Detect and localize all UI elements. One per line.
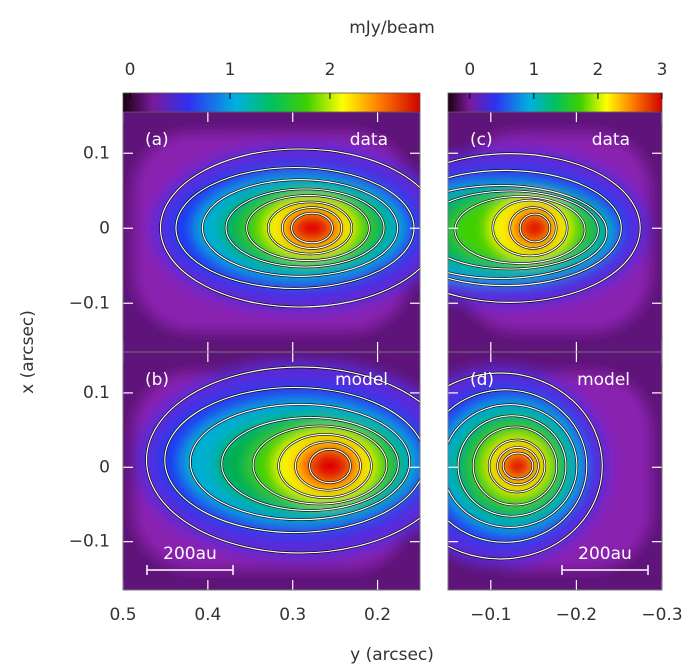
intensity-level <box>519 213 551 243</box>
contour <box>448 153 641 303</box>
contour <box>290 212 334 244</box>
map-panel <box>123 112 420 352</box>
contour <box>225 188 385 268</box>
colorbar <box>447 92 663 113</box>
contour <box>189 403 411 521</box>
contour <box>221 416 399 512</box>
map-panel <box>448 352 662 590</box>
contour <box>448 190 599 270</box>
x-tick-label: −0.3 <box>641 605 682 625</box>
contour <box>145 366 420 554</box>
y-tick-label: 0.1 <box>83 143 110 163</box>
contour <box>448 184 608 280</box>
contour <box>488 439 546 493</box>
colorbar-tick-label: 2 <box>593 60 604 80</box>
x-tick-label: 0.5 <box>109 605 136 625</box>
scale-bar-label: 200au <box>578 544 632 564</box>
colorbar-tick-label: 1 <box>225 60 236 80</box>
map-panel <box>448 112 662 352</box>
intensity-level <box>308 448 352 484</box>
colorbar-tick-label: 3 <box>657 60 668 80</box>
x-tick-label: −0.1 <box>470 605 511 625</box>
contour <box>246 194 370 262</box>
contour <box>496 446 540 486</box>
contour <box>252 425 388 505</box>
x-tick-label: 0.3 <box>279 605 306 625</box>
contour <box>294 441 362 491</box>
x-axis-label: y (arcsec) <box>350 645 434 665</box>
map-image <box>448 366 652 570</box>
panel-frame <box>122 351 421 591</box>
colorbar-tick-label: 1 <box>528 60 539 80</box>
colorbar-label: mJy/beam <box>349 18 435 38</box>
panel-tag: model <box>577 370 630 390</box>
panel-tag: data <box>592 130 630 150</box>
y-tick-label: 0 <box>99 457 110 477</box>
contour <box>457 415 567 517</box>
y-axis-label: x (arcsec) <box>18 310 38 394</box>
contour <box>159 148 420 308</box>
contour <box>519 213 551 243</box>
colorbar-tick-label: 0 <box>125 60 136 80</box>
panel-label: (b) <box>145 370 169 390</box>
y-tick-label: 0.1 <box>83 383 110 403</box>
contour <box>472 426 558 506</box>
y-tick-label: −0.1 <box>69 293 110 313</box>
contour <box>281 206 343 250</box>
contour <box>308 448 352 484</box>
contour <box>267 201 353 255</box>
map-panel <box>123 352 420 590</box>
scale-bar-label: 200au <box>163 544 217 564</box>
contour <box>164 386 420 534</box>
panel-label: (a) <box>145 130 169 150</box>
colorbar <box>122 92 421 113</box>
colorbar-tick-label: 2 <box>325 60 336 80</box>
panel-frame <box>447 351 663 591</box>
panel-label: (d) <box>470 370 494 390</box>
contour <box>509 206 557 250</box>
y-tick-label: −0.1 <box>69 532 110 552</box>
contour <box>502 452 534 480</box>
panel-tag: model <box>335 370 388 390</box>
contour <box>492 199 568 257</box>
x-tick-label: 0.2 <box>364 605 391 625</box>
contour <box>448 389 588 543</box>
contour <box>448 169 622 287</box>
contour <box>277 433 373 499</box>
colorbar-tick-label: 0 <box>464 60 475 80</box>
y-tick-label: 0 <box>99 218 110 238</box>
panel-label: (c) <box>470 130 493 150</box>
panel-tag: data <box>350 130 388 150</box>
contour <box>454 195 586 265</box>
intensity-level <box>502 452 534 480</box>
intensity-level <box>290 212 334 244</box>
contour <box>448 404 578 528</box>
contour <box>201 179 399 277</box>
contour <box>448 372 603 560</box>
x-tick-label: −0.2 <box>556 605 597 625</box>
x-tick-label: 0.4 <box>194 605 221 625</box>
